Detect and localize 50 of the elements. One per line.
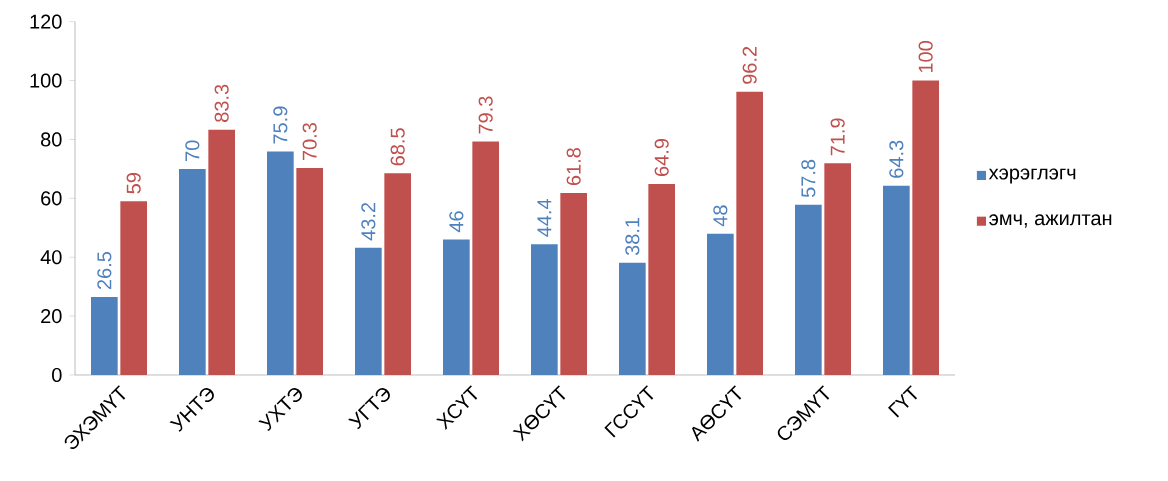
data-label: 96.2 [742,46,757,84]
bar [736,91,764,375]
legend-label: хэрэглэгч [988,168,1076,184]
bar [824,163,851,375]
y-tick-label: 120 [30,14,62,29]
bar [208,129,236,375]
data-label: 61.8 [566,148,581,186]
bar [560,193,588,375]
bar [296,168,324,375]
data-label: 38.1 [625,217,640,256]
data-label: 57.8 [801,159,816,198]
bar [795,204,822,375]
y-tick-label: 100 [30,73,62,88]
data-label: 48 [713,205,728,227]
bar [531,244,558,375]
data-label: 44.4 [537,198,552,237]
data-label: 79.3 [478,96,493,134]
bar [472,141,500,375]
bar [648,183,676,375]
data-label: 100 [918,41,933,73]
legend-label: эмч, ажилтан [989,214,1112,228]
bar [91,296,118,375]
data-label: 83.3 [214,84,229,122]
y-tick-label: 0 [52,367,62,383]
data-label: 64.3 [889,140,904,178]
data-label: 64.9 [654,139,669,176]
data-label: 71.9 [830,118,845,156]
bar [120,201,148,375]
bar [355,247,382,375]
data-label: 68.5 [390,128,405,166]
bar [707,233,734,375]
bar [384,173,412,375]
x-tick-label: ГҮТ [888,385,918,418]
data-label: 46 [449,211,464,233]
data-label: 70 [185,140,200,161]
data-label: 59 [126,173,141,194]
bar [619,262,646,375]
bar [443,239,470,375]
data-label: 26.5 [97,251,112,290]
bar [267,151,294,375]
y-tick-label: 80 [41,132,62,147]
bar [912,80,940,375]
data-label: 70.3 [302,123,317,161]
bar [179,168,206,375]
y-tick-label: 20 [41,309,62,324]
y-tick-label: 40 [40,250,62,265]
data-label: 43.2 [361,202,376,241]
bar [883,185,910,375]
y-tick-label: 60 [41,191,62,206]
data-label: 75.9 [273,106,288,144]
